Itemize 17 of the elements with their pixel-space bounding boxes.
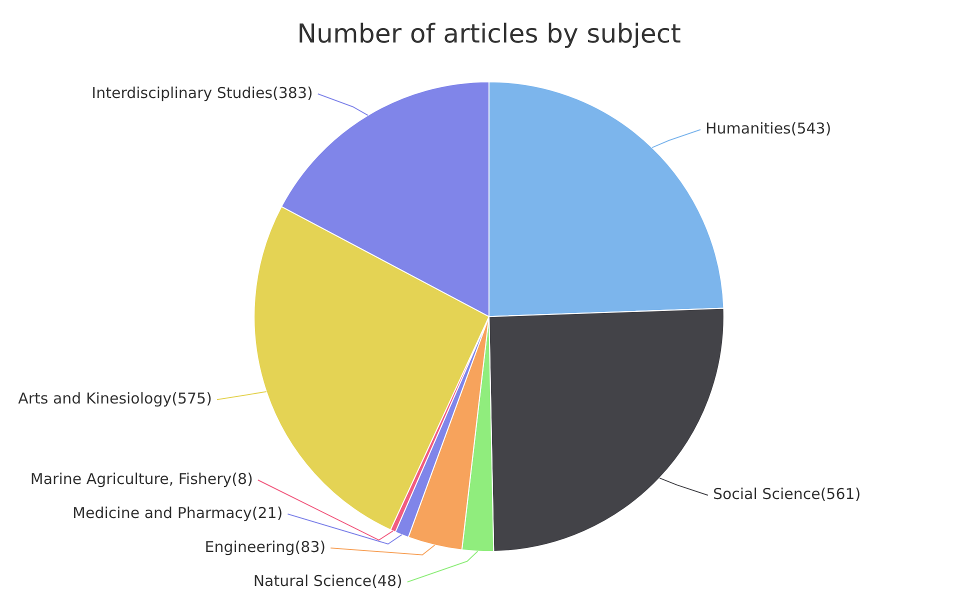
slice-label: Natural Science	[253, 572, 372, 590]
chart-title: Number of articles by subject	[297, 19, 681, 50]
data-label: (543)	[790, 119, 832, 138]
slice-label: Marine Agriculture, Fishery	[30, 470, 232, 488]
data-label: (83)	[294, 538, 326, 556]
slice-label: Interdisciplinary Studies	[92, 84, 273, 102]
slice-label: Arts and Kinesiology	[18, 390, 172, 408]
data-label: (383)	[272, 84, 313, 102]
slice-label: Medicine and Pharmacy	[72, 504, 252, 522]
slice-label: Humanities	[706, 119, 792, 138]
data-label: (561)	[820, 485, 861, 504]
slice-label: Social Science	[712, 485, 820, 504]
data-label: (575)	[172, 390, 212, 408]
data-label: (8)	[232, 470, 253, 488]
slice-label: Engineering	[204, 538, 295, 556]
data-label: (48)	[372, 572, 402, 590]
data-label: (21)	[252, 504, 283, 522]
